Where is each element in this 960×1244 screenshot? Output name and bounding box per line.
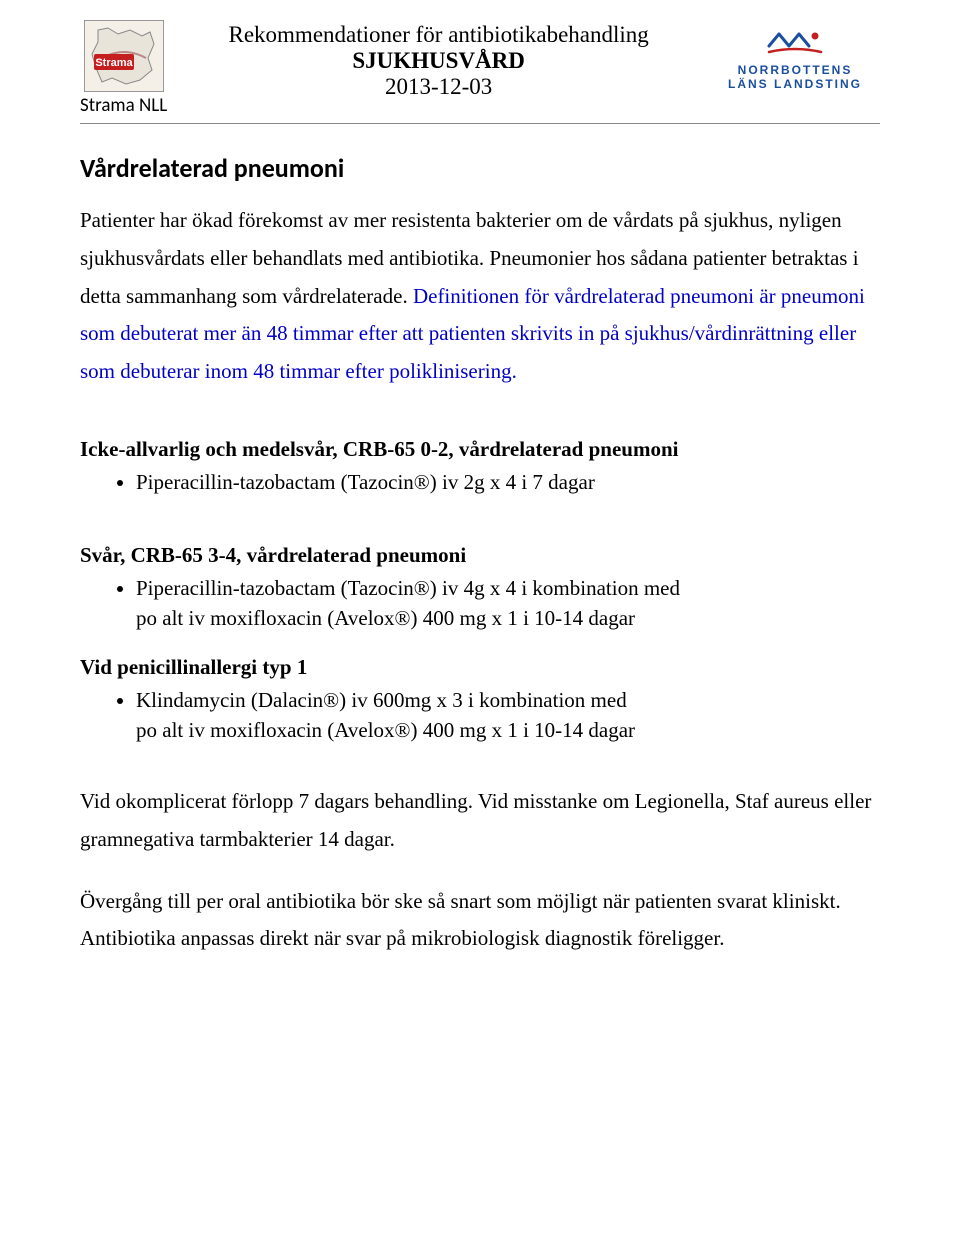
closing-paragraph-2: Övergång till per oral antibiotika bör s… bbox=[80, 883, 880, 959]
nll-text-line2: LÄNS LANDSTING bbox=[710, 77, 880, 91]
closing-paragraph-1: Vid okomplicerat förlopp 7 dagars behand… bbox=[80, 783, 880, 859]
section3-list: Klindamycin (Dalacin®) iv 600mg x 3 i ko… bbox=[80, 686, 880, 745]
intro-paragraph: Patienter har ökad förekomst av mer resi… bbox=[80, 202, 880, 391]
strama-caption: Strama NLL bbox=[80, 94, 167, 117]
header-title-line1: Rekommendationer för antibiotikabehandli… bbox=[167, 22, 710, 48]
header-center: Rekommendationer för antibiotikabehandli… bbox=[167, 20, 710, 100]
header-date: 2013-12-03 bbox=[167, 74, 710, 100]
header-left: Strama Strama NLL bbox=[80, 20, 167, 117]
section2-list: Piperacillin-tazobactam (Tazocin®) iv 4g… bbox=[80, 574, 880, 633]
section1-heading: Icke-allvarlig och medelsvår, CRB-65 0-2… bbox=[80, 437, 880, 462]
header-title-line2: SJUKHUSVÅRD bbox=[167, 48, 710, 74]
list-item: Piperacillin-tazobactam (Tazocin®) iv 4g… bbox=[136, 574, 880, 633]
section3-heading: Vid penicillinallergi typ 1 bbox=[80, 655, 880, 680]
strama-logo-icon: Strama bbox=[84, 20, 164, 92]
header-right: NORRBOTTENS LÄNS LANDSTING bbox=[710, 20, 880, 91]
nll-logo-icon bbox=[710, 26, 880, 63]
document-page: Strama Strama NLL Rekommendationer för a… bbox=[0, 0, 960, 1004]
page-header: Strama Strama NLL Rekommendationer för a… bbox=[80, 20, 880, 117]
nll-text-line1: NORRBOTTENS bbox=[710, 63, 880, 77]
header-rule bbox=[80, 123, 880, 124]
section2-heading: Svår, CRB-65 3-4, vårdrelaterad pneumoni bbox=[80, 543, 880, 568]
page-title: Vårdrelaterad pneumoni bbox=[80, 152, 880, 184]
list-item: Klindamycin (Dalacin®) iv 600mg x 3 i ko… bbox=[136, 686, 880, 745]
list-item: Piperacillin-tazobactam (Tazocin®) iv 2g… bbox=[136, 468, 880, 497]
svg-text:Strama: Strama bbox=[95, 57, 133, 69]
section1-list: Piperacillin-tazobactam (Tazocin®) iv 2g… bbox=[80, 468, 880, 497]
